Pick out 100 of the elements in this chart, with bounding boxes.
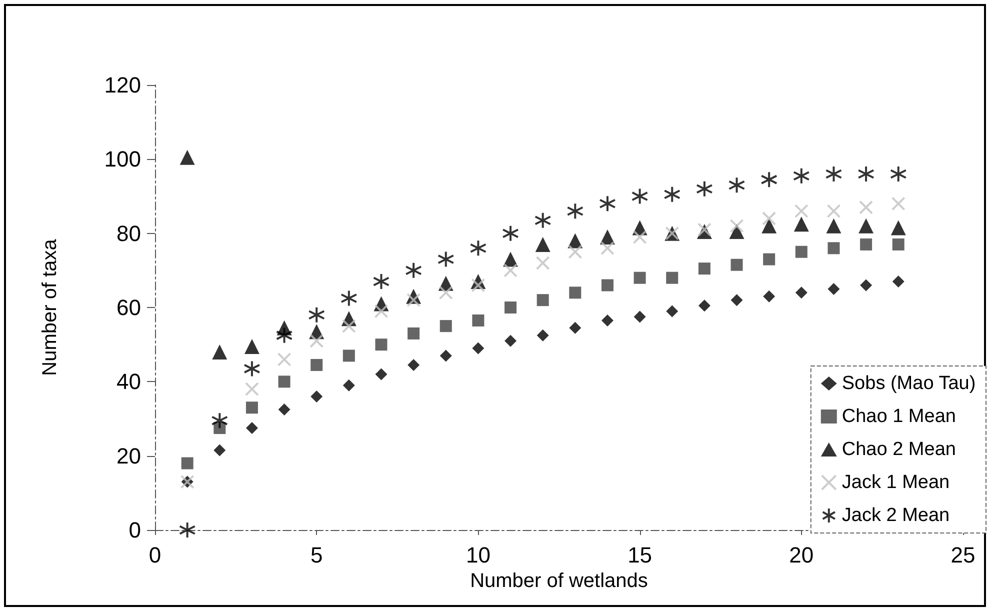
point [858,166,875,182]
point [372,273,390,290]
point [342,319,356,334]
point [828,242,840,254]
point [794,204,808,218]
point [664,186,681,203]
point [762,218,777,234]
point [859,200,874,214]
point [244,338,260,354]
point [892,276,904,288]
point [569,286,582,299]
point [246,422,258,434]
legend-label: Jack 2 Mean [842,505,950,526]
point [244,382,259,396]
point [566,202,584,220]
point [762,212,776,226]
point [568,244,582,259]
y-tick-label: 80 [116,220,141,246]
point [569,322,582,334]
point [180,150,195,165]
x-tick-label: 0 [148,542,162,568]
x-tick-label: 25 [950,542,976,568]
point [825,166,842,182]
point [760,171,778,188]
point [892,238,904,250]
point [405,262,422,279]
point [890,220,906,236]
point [470,240,487,257]
point [536,294,549,306]
point [406,293,421,308]
point [535,236,550,252]
point [214,444,226,456]
point [763,290,776,302]
point [310,390,323,402]
point [792,167,810,184]
point [211,412,228,430]
point [730,258,743,271]
point [438,286,453,300]
point [471,278,486,292]
point [826,204,841,218]
point [342,350,355,362]
x-tick-label: 5 [310,542,323,568]
point [598,195,616,212]
point [504,334,517,347]
point [728,176,746,194]
y-tick-label: 40 [116,369,141,394]
point [601,279,614,292]
point [634,272,646,284]
y-axis-title: Number of taxa [39,238,61,376]
point [277,352,292,366]
point [763,253,776,266]
point [310,358,323,371]
point [375,338,388,351]
point [181,457,194,470]
point [632,230,647,244]
point [730,294,743,306]
point [472,342,484,354]
x-tick-label: 20 [789,542,814,568]
point [698,262,710,275]
point [600,241,614,256]
point [891,196,906,211]
y-tick-label: 100 [104,146,141,172]
point [698,300,710,312]
point [408,327,420,340]
x-axis-title: Number of wetlands [470,570,648,592]
legend-label: Sobs (Mao Tau) [842,373,976,394]
point [826,218,842,234]
point [890,166,907,182]
point [243,360,260,378]
point [860,279,872,292]
point [536,329,549,342]
point [212,344,228,360]
point [246,402,258,414]
point [374,304,388,318]
point [860,238,872,250]
point [534,212,552,229]
point [504,263,518,278]
point [666,305,678,318]
point [178,522,196,538]
legend-label: Chao 1 Mean [842,406,956,427]
point [440,350,452,362]
y-tick-label: 120 [104,72,141,98]
point [310,334,324,348]
point [794,216,809,232]
y-tick-label: 20 [116,443,141,468]
point [634,310,646,323]
point [340,290,358,307]
point [631,188,648,205]
point [696,180,713,198]
point [730,218,744,233]
point [437,250,454,268]
point [828,282,840,295]
point [278,403,290,416]
x-tick-label: 15 [628,542,652,568]
point [342,379,355,392]
point [601,314,614,326]
point [502,224,520,242]
point [504,302,517,314]
point [795,286,808,299]
point [440,320,452,332]
